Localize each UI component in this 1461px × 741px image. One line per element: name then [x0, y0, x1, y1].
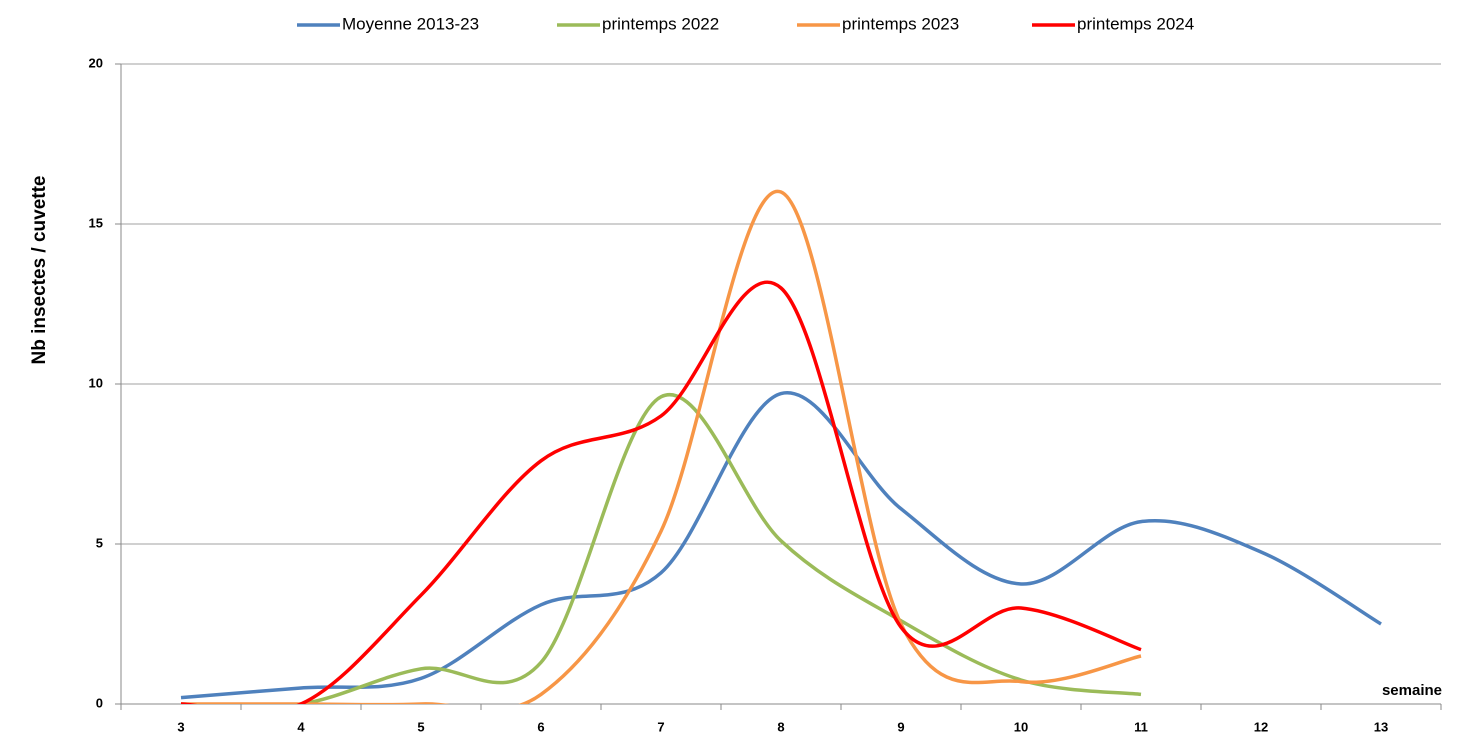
- x-tick-label: 4: [297, 719, 305, 734]
- legend-label: printemps 2022: [602, 14, 719, 33]
- legend-label: Moyenne 2013-23: [342, 14, 479, 33]
- x-tick-label: 9: [897, 719, 904, 734]
- y-tick-label: 0: [96, 695, 103, 710]
- x-tick-label: 5: [417, 719, 424, 734]
- y-tick-label: 15: [89, 215, 103, 230]
- x-tick-label: 11: [1134, 719, 1148, 734]
- legend-label: printemps 2023: [842, 14, 959, 33]
- series-line: [181, 280, 1142, 704]
- x-tick-label: 12: [1254, 719, 1268, 734]
- x-tick-label: 8: [777, 719, 784, 734]
- y-axis-label: Nb insectes / cuvette: [29, 175, 50, 364]
- x-tick-label: 13: [1374, 719, 1388, 734]
- x-tick-label: 6: [537, 719, 544, 734]
- x-tick-label: 10: [1014, 719, 1028, 734]
- y-tick-label: 5: [96, 535, 103, 550]
- legend-label: printemps 2024: [1077, 14, 1194, 33]
- series-line: [181, 392, 1142, 704]
- x-tick-label: 7: [657, 719, 664, 734]
- y-tick-label: 20: [89, 55, 103, 70]
- y-tick-label: 10: [89, 375, 103, 390]
- series-line: [180, 391, 1382, 700]
- x-axis-label: semaine: [1382, 682, 1442, 699]
- series-line: [180, 189, 1142, 704]
- x-tick-label: 3: [177, 719, 184, 734]
